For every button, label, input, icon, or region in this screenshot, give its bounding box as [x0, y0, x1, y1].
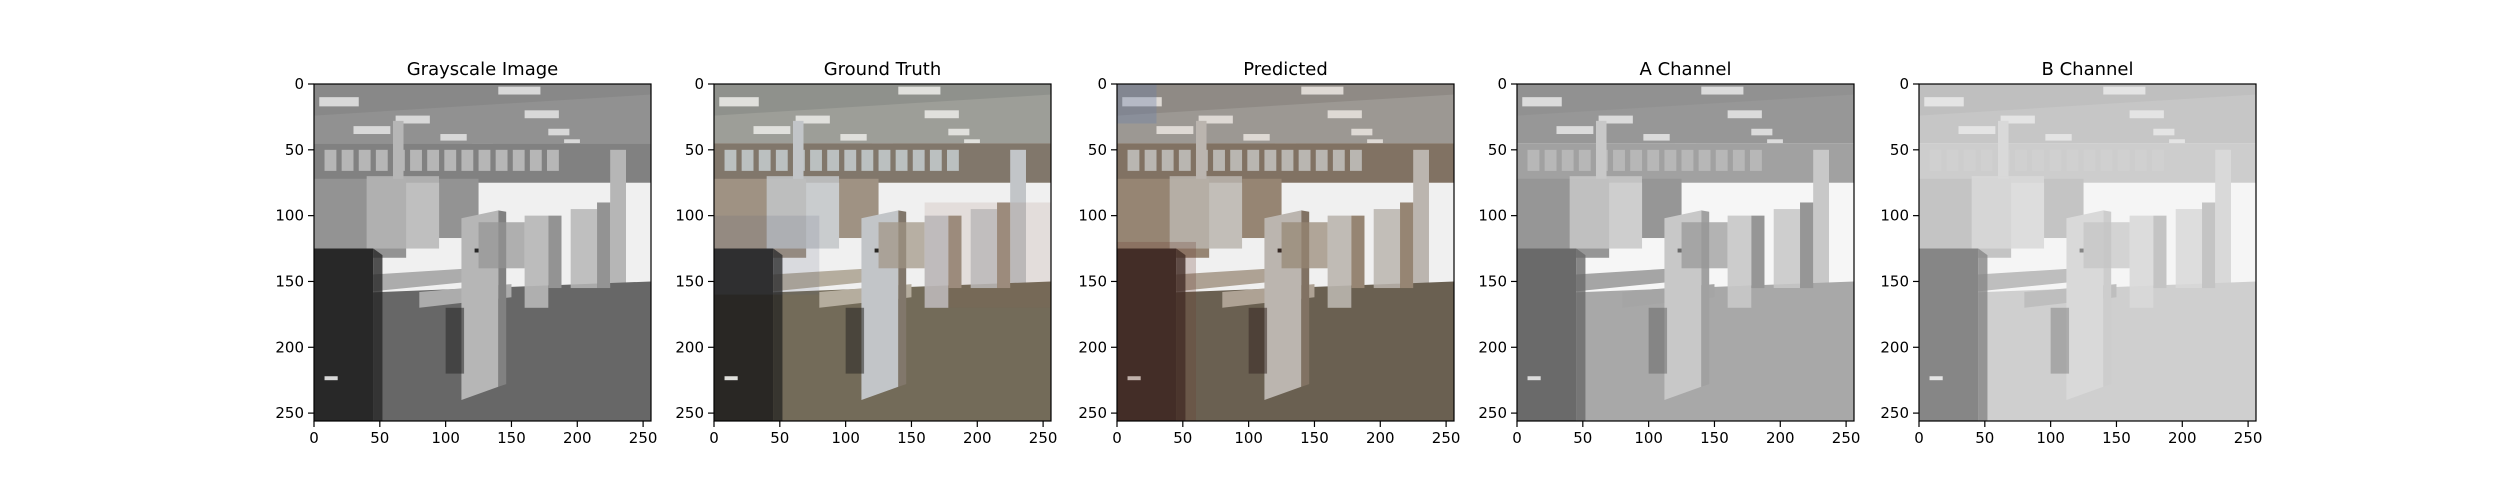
x-tick-label: 250: [2234, 429, 2263, 447]
panel-image-grayscale: [314, 84, 651, 421]
x-tick-label: 100: [2036, 429, 2065, 447]
panel-title-grayscale: Grayscale Image: [407, 59, 559, 80]
x-tick-label: 250: [1432, 429, 1461, 447]
x-tick-label: 250: [1029, 429, 1058, 447]
panel-title-predicted: Predicted: [1243, 59, 1328, 80]
axes-frame: [1116, 83, 1455, 422]
y-tick-label: 250: [275, 404, 304, 422]
y-tick-label: 100: [1078, 207, 1107, 225]
y-tick-label: 200: [1078, 338, 1107, 356]
axes-frame: [313, 83, 652, 422]
x-tick-label: 50: [1573, 429, 1592, 447]
panel-title-b-channel: B Channel: [2042, 59, 2134, 80]
y-tick-label: 0: [1899, 75, 1909, 93]
panel-predicted: Predicted 0 50 100 150 200 250 0 50 100 150 200 250: [1078, 59, 1460, 447]
panel-a-channel: A Channel 0 50 100 150 200 250 0 50 100 150 200 250: [1478, 59, 1860, 447]
y-tick-label: 50: [1890, 141, 1909, 159]
y-tick-label: 0: [694, 75, 704, 93]
y-tick-label: 50: [1488, 141, 1507, 159]
x-tick-label: 100: [831, 429, 860, 447]
y-tick-label: 50: [285, 141, 304, 159]
x-tick-label: 200: [1366, 429, 1395, 447]
x-tick-label: 200: [2168, 429, 2197, 447]
panel-image-ground-truth: [714, 84, 1051, 421]
axes-frame: [1918, 83, 2257, 422]
y-tick-label: 150: [1078, 272, 1107, 290]
x-tick-label: 50: [770, 429, 789, 447]
x-tick-label: 150: [897, 429, 926, 447]
y-tick-label: 50: [685, 141, 704, 159]
y-tick-label: 250: [675, 404, 704, 422]
x-tick-label: 150: [2102, 429, 2131, 447]
x-tick-label: 250: [1832, 429, 1861, 447]
y-tick-label: 0: [294, 75, 304, 93]
x-tick-label: 100: [431, 429, 460, 447]
x-tick-label: 200: [963, 429, 992, 447]
x-tick-label: 250: [629, 429, 658, 447]
x-tick-label: 0: [309, 429, 319, 447]
y-tick-label: 200: [675, 338, 704, 356]
y-tick-label: 100: [1478, 207, 1507, 225]
y-tick-label: 100: [675, 207, 704, 225]
y-tick-label: 200: [1478, 338, 1507, 356]
y-tick-label: 0: [1497, 75, 1507, 93]
panel-title-ground-truth: Ground Truth: [824, 59, 942, 80]
panel-image-b-channel: [1919, 84, 2256, 421]
x-tick-label: 150: [1700, 429, 1729, 447]
panel-ground-truth: Ground Truth 0 50 100 150 200 250 0 50 100 150 200 2…: [675, 59, 1057, 447]
y-tick-label: 250: [1880, 404, 1909, 422]
axes-frame: [713, 83, 1052, 422]
x-tick-label: 200: [1766, 429, 1795, 447]
x-tick-label: 100: [1234, 429, 1263, 447]
panel-grayscale: Grayscale Image 0 50 100 150 200 250 0 50 100 150 2…: [275, 59, 657, 447]
panel-image-a-channel: [1517, 84, 1854, 421]
panel-image-predicted: [1117, 84, 1454, 421]
x-tick-label: 50: [370, 429, 389, 447]
y-tick-label: 50: [1088, 141, 1107, 159]
y-tick-label: 250: [1078, 404, 1107, 422]
y-tick-label: 150: [1880, 272, 1909, 290]
y-tick-label: 200: [1880, 338, 1909, 356]
panel-b-channel: B Channel 0 50 100 150 200 250 0 50 100 150 200 250: [1880, 59, 2262, 447]
y-tick-label: 100: [1880, 207, 1909, 225]
y-tick-label: 200: [275, 338, 304, 356]
x-tick-label: 150: [497, 429, 526, 447]
x-tick-label: 0: [709, 429, 719, 447]
y-tick-label: 150: [275, 272, 304, 290]
x-tick-label: 0: [1112, 429, 1122, 447]
x-tick-label: 0: [1914, 429, 1924, 447]
x-tick-label: 100: [1634, 429, 1663, 447]
x-tick-label: 200: [563, 429, 592, 447]
y-tick-label: 150: [1478, 272, 1507, 290]
x-tick-label: 50: [1975, 429, 1994, 447]
x-tick-label: 50: [1173, 429, 1192, 447]
panel-title-a-channel: A Channel: [1640, 59, 1732, 80]
x-tick-label: 150: [1300, 429, 1329, 447]
y-tick-label: 150: [675, 272, 704, 290]
y-tick-label: 250: [1478, 404, 1507, 422]
y-tick-label: 0: [1097, 75, 1107, 93]
axes-frame: [1516, 83, 1855, 422]
x-tick-label: 0: [1512, 429, 1522, 447]
y-tick-label: 100: [275, 207, 304, 225]
